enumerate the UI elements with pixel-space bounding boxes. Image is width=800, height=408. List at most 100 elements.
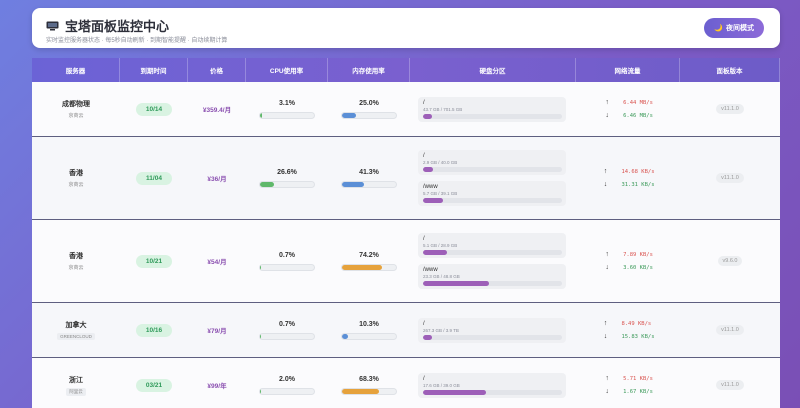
memory-usage-fill (342, 112, 356, 118)
table-row[interactable]: 香港 京商云 10/21 ¥54/月 0.7% 74.2% /5.1 GB / 28.9 G… (32, 220, 780, 303)
disk-partition: /267.3 GB / 3.9 TB (418, 317, 566, 343)
column-header-memory[interactable]: 内存使用率 (328, 58, 410, 82)
disk-usage-text: 5.1 GB / 28.9 GB (423, 243, 458, 248)
arrow-up-icon: ↑ (605, 99, 609, 106)
download-speed: 1.67 KB/s (623, 388, 653, 395)
price-cell: ¥36/月 (188, 137, 246, 219)
disk-usage-bar (423, 389, 562, 395)
price-value: ¥54/月 (207, 259, 227, 266)
disk-usage-text: 267.3 GB / 3.9 TB (423, 327, 459, 333)
cpu-cell: 2.0% (246, 358, 328, 408)
arrow-up-icon: ↑ (603, 320, 608, 327)
network-cell: ↑ 5.71 KB/s ↓ 1.67 KB/s (576, 358, 680, 408)
download-line: ↓ 3.60 KB/s (603, 264, 653, 271)
table-header: 服务器 到期时间 价格 CPU使用率 内存使用率 硬盘分区 网络流量 面板版本 (32, 58, 780, 82)
server-cell: 香港 京商云 (32, 137, 120, 219)
upload-line: ↑ 5.71 KB/s (603, 375, 653, 382)
disk-usage-text: 17.6 GB / 39.0 GB (423, 382, 460, 388)
download-line: ↓ 6.46 MB/s (603, 112, 653, 119)
title-row: 宝塔面板监控中心 (46, 16, 169, 35)
cpu-usage-fill (260, 388, 262, 394)
cpu-usage-fill (260, 181, 275, 187)
disk-cell: /5.1 GB / 28.9 GB/www 23.3 GB / 48.8 GB (410, 220, 576, 302)
column-header-version[interactable]: 面板版本 (680, 58, 780, 82)
column-header-network[interactable]: 网络流量 (576, 58, 680, 82)
expire-cell: 11/04 (120, 137, 188, 219)
disk-mount-path: /www (423, 267, 438, 273)
network-traffic: ↑ 14.68 KB/s ↓ 31.31 KB/s (601, 168, 655, 188)
disk-usage-fill (423, 167, 434, 172)
column-header-cpu[interactable]: CPU使用率 (246, 58, 328, 82)
price-value: ¥99/年 (207, 383, 227, 390)
cpu-percent: 3.1% (279, 99, 295, 107)
disk-mount-path: / (423, 375, 425, 382)
network-cell: ↑ 14.68 KB/s ↓ 31.31 KB/s (576, 137, 680, 219)
server-location: 浙江 (69, 376, 83, 384)
upload-speed: 6.44 MB/s (623, 99, 653, 106)
cpu-cell: 3.1% (246, 82, 328, 136)
upload-speed: 7.89 KB/s (623, 251, 653, 258)
network-traffic: ↑ 6.44 MB/s ↓ 6.46 MB/s (603, 99, 653, 119)
disk-partition: /17.6 GB / 39.0 GB (418, 372, 566, 398)
table-row[interactable]: 加拿大 GREENCLOUD 10/16 ¥79/月 0.7% 10.3% /267.3 G… (32, 303, 780, 358)
upload-speed: 5.71 KB/s (623, 375, 653, 382)
server-location: 香港 (69, 253, 83, 260)
arrow-down-icon: ↓ (603, 181, 608, 188)
price-value: ¥79/月 (207, 328, 227, 335)
disk-partition-list: /267.3 GB / 3.9 TB (410, 317, 576, 343)
cpu-usage-bar (259, 332, 315, 340)
disk-partition: /www 5.7 GB / 39.1 GB (418, 181, 566, 206)
arrow-up-icon: ↑ (605, 251, 609, 258)
memory-usage-bar (341, 180, 397, 188)
server-location: 成都物理 (62, 101, 90, 108)
table-row[interactable]: 香港 京商云 11/04 ¥36/月 26.6% 41.3% /2.9 GB / 40.0 … (32, 137, 780, 220)
table-row[interactable]: 浙江 阿里云 03/21 ¥99/年 2.0% 68.3% /17.6 GB / 39.0 … (32, 358, 780, 408)
disk-partition-list: /2.9 GB / 40.0 GB/www 5.7 GB / 39.1 GB (410, 150, 576, 206)
expire-date-badge: 10/14 (135, 102, 173, 116)
memory-cell: 41.3% (328, 137, 410, 219)
network-cell: ↑ 7.89 KB/s ↓ 3.60 KB/s (576, 220, 680, 302)
price-value: ¥359.4/月 (202, 107, 232, 114)
server-provider: GREENCLOUD (57, 333, 95, 340)
server-provider: 京商云 (68, 182, 84, 188)
cpu-usage-fill (260, 112, 262, 118)
version-cell: v11.1.0 (680, 82, 780, 136)
memory-percent: 10.3% (359, 320, 379, 328)
disk-cell: /267.3 GB / 3.9 TB (410, 303, 576, 357)
server-provider: 京商云 (68, 265, 84, 271)
disk-usage-fill (423, 334, 433, 340)
column-header-server[interactable]: 服务器 (32, 58, 120, 82)
cpu-percent: 2.0% (279, 375, 295, 383)
page-subtitle: 实时监控服务器状态 · 每5秒自动刷新 · 到期智能提醒 · 自动续期计算 (46, 38, 228, 44)
cpu-usage-bar (259, 111, 315, 119)
memory-percent: 41.3% (359, 168, 379, 176)
memory-usage-fill (342, 388, 379, 394)
memory-cell: 68.3% (328, 358, 410, 408)
disk-partition-list: /17.6 GB / 39.0 GB (410, 372, 576, 398)
memory-cell: 25.0% (328, 82, 410, 136)
network-cell: ↑ 6.44 MB/s ↓ 6.46 MB/s (576, 82, 680, 136)
cpu-usage-bar (259, 263, 315, 271)
column-header-disk[interactable]: 硬盘分区 (410, 58, 576, 82)
server-cell: 加拿大 GREENCLOUD (32, 303, 120, 357)
disk-usage-fill (423, 389, 486, 395)
panel-version-badge: v11.1.0 (716, 173, 744, 183)
download-speed: 31.31 KB/s (621, 181, 655, 188)
server-table: 服务器 到期时间 价格 CPU使用率 内存使用率 硬盘分区 网络流量 面板版本 成都物理京商云… (32, 58, 780, 408)
cpu-usage-bar (259, 387, 315, 395)
download-speed: 3.60 KB/s (623, 264, 653, 271)
moon-icon: 🌙 (714, 25, 723, 32)
page-title: 宝塔面板监控中心 (65, 19, 170, 34)
version-cell: v11.1.0 (680, 303, 780, 357)
disk-usage-bar (423, 281, 562, 286)
night-mode-button[interactable]: 🌙 夜间模式 (704, 18, 764, 38)
column-header-price[interactable]: 价格 (188, 58, 246, 82)
network-traffic: ↑ 8.49 KB/s ↓ 15.83 KB/s (601, 320, 655, 340)
disk-partition-list: /43.7 GB / 701.5 GB (410, 96, 576, 122)
table-row[interactable]: 成都物理 京商云 10/14 ¥359.4/月 3.1% 25.0% /43.7 GB / … (32, 82, 780, 137)
disk-usage-text: 2.9 GB / 40.0 GB (423, 160, 458, 165)
arrow-down-icon: ↓ (605, 264, 609, 271)
column-header-expire[interactable]: 到期时间 (120, 58, 188, 82)
expire-cell: 10/14 (120, 82, 188, 136)
version-cell: v11.1.0 (680, 358, 780, 408)
